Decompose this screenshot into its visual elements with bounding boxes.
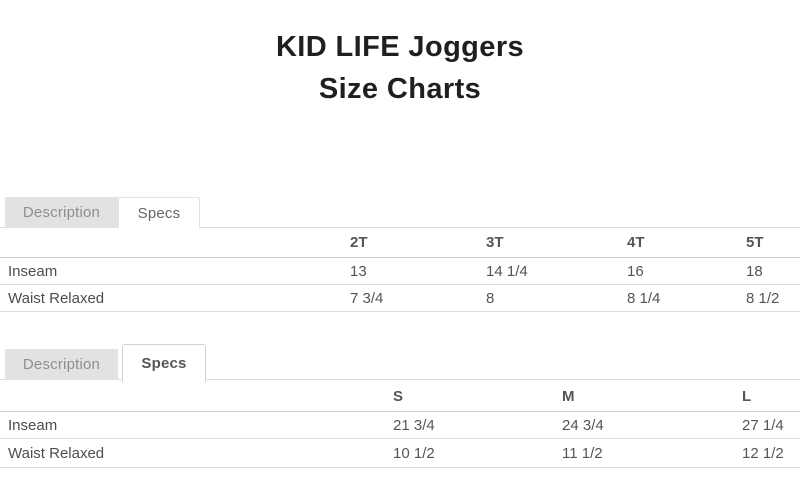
table-row-waist-relaxed: Waist Relaxed 7 3/4 8 8 1/4 8 1/2	[0, 285, 800, 312]
tab-specs-youth[interactable]: Specs	[122, 344, 206, 382]
tab-bar-youth: Description Specs	[0, 344, 800, 382]
row-label-waist-relaxed: Waist Relaxed	[8, 289, 105, 307]
cell-waist-5t: 8 1/2	[746, 289, 780, 307]
header-cell-2t: 2T	[350, 234, 368, 251]
cell-waist-l: 12 1/2	[742, 444, 784, 462]
cell-inseam-l: 27 1/4	[742, 416, 784, 434]
cell-waist-2t: 7 3/4	[350, 289, 384, 307]
cell-waist-3t: 8	[486, 289, 495, 307]
cell-waist-m: 11 1/2	[562, 444, 603, 462]
cell-waist-4t: 8 1/4	[627, 289, 661, 307]
page-title-line-2: Size Charts	[318, 73, 482, 105]
tab-description-youth[interactable]: Description	[5, 349, 118, 380]
size-table-toddler: 2T 3T 4T 5T Inseam 13 14 1/4 16 18 Waist…	[0, 228, 800, 312]
tab-bar-toddler: Description Specs	[0, 197, 800, 229]
row-label-inseam: Inseam	[8, 416, 58, 434]
table-row-waist-relaxed: Waist Relaxed 10 1/2 11 1/2 12 1/2	[0, 439, 800, 468]
size-table-youth: S M L Inseam 21 3/4 24 3/4 27 1/4 Waist …	[0, 381, 800, 468]
header-cell-3t: 3T	[486, 234, 504, 251]
cell-waist-s: 10 1/2	[393, 444, 435, 462]
cell-inseam-3t: 14 1/4	[486, 262, 528, 280]
cell-inseam-5t: 18	[746, 262, 763, 280]
row-label-waist-relaxed: Waist Relaxed	[8, 444, 105, 462]
table-header-row: 2T 3T 4T 5T	[0, 228, 800, 258]
table-row-inseam: Inseam 13 14 1/4 16 18	[0, 258, 800, 285]
cell-inseam-4t: 16	[627, 262, 644, 280]
tab-specs-toddler[interactable]: Specs	[118, 197, 200, 229]
row-label-inseam: Inseam	[8, 262, 58, 280]
header-cell-l: L	[742, 387, 752, 405]
cell-inseam-2t: 13	[350, 262, 367, 280]
table-row-inseam: Inseam 21 3/4 24 3/4 27 1/4	[0, 412, 800, 439]
cell-inseam-m: 24 3/4	[562, 416, 604, 434]
header-cell-4t: 4T	[627, 234, 645, 251]
table-header-row: S M L	[0, 381, 800, 412]
header-cell-s: S	[393, 387, 404, 405]
header-cell-5t: 5T	[746, 234, 764, 251]
header-cell-m: M	[562, 387, 575, 405]
page-title-line-1: KID LIFE Joggers	[275, 31, 525, 63]
cell-inseam-s: 21 3/4	[393, 416, 435, 434]
page-title: KID LIFE Joggers Size Charts	[0, 26, 800, 110]
tab-description-toddler[interactable]: Description	[5, 197, 118, 228]
